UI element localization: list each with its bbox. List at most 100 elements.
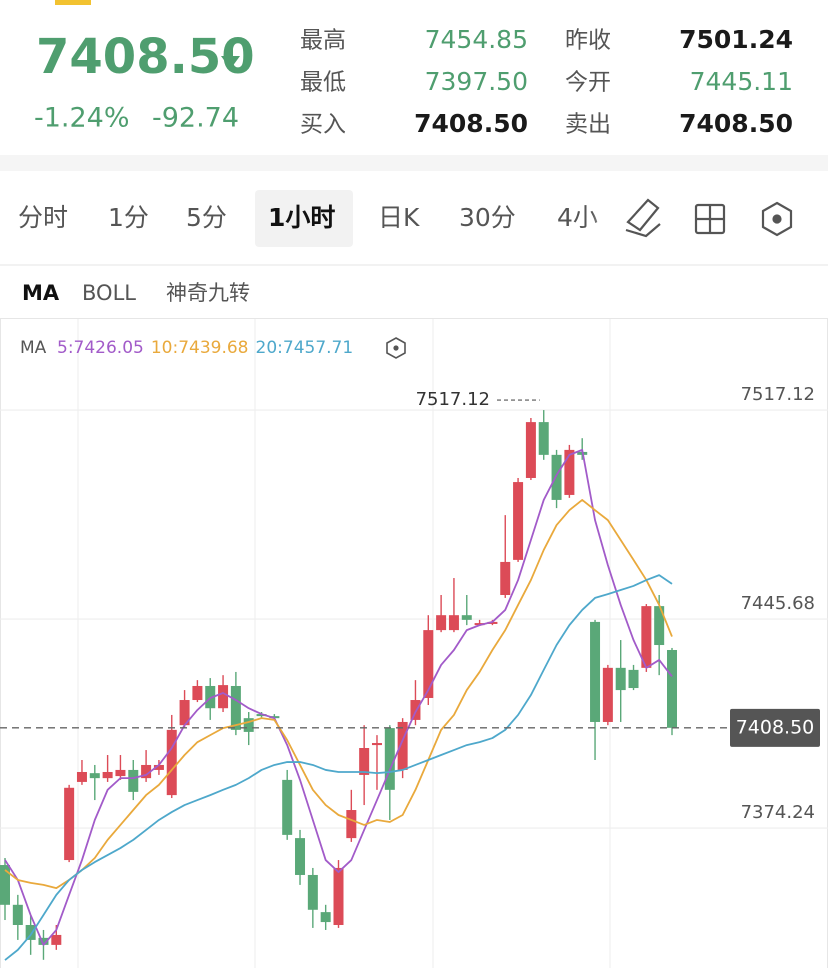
candle-body	[307, 874, 318, 910]
candle-body	[179, 700, 190, 726]
candle-body	[500, 561, 511, 595]
candle-body	[76, 771, 87, 782]
tab-fade	[592, 195, 614, 243]
candle-body	[0, 865, 10, 905]
candle-body	[487, 621, 498, 624]
legend-entry: 5:7426.05	[57, 338, 144, 358]
change-amount: -92.74	[152, 103, 239, 134]
top-marker	[55, 0, 91, 5]
candle-body	[282, 779, 293, 835]
period-tab-active[interactable]: 1小时	[268, 203, 335, 232]
candle-body	[115, 769, 126, 777]
legend-title: MA	[20, 338, 47, 358]
indicator-tab[interactable]: 神奇九转	[166, 281, 250, 305]
candle-body	[346, 810, 357, 839]
ma-line	[4, 448, 673, 946]
stat-value: 7445.11	[690, 67, 793, 96]
separator-band	[0, 155, 828, 171]
candle-body	[590, 621, 601, 722]
period-tab[interactable]: 分时	[18, 203, 68, 232]
period-tab[interactable]: 4小	[557, 203, 598, 232]
candle-body	[359, 748, 370, 775]
candle-body	[38, 937, 49, 945]
candle-body	[474, 623, 485, 626]
period-tab[interactable]: 1分	[108, 203, 149, 232]
legend-entry: 20:7457.71	[256, 338, 354, 358]
candle-body	[89, 773, 100, 779]
y-tick-label: 7445.68	[741, 593, 815, 614]
candle-body	[128, 769, 139, 792]
stat-value: 7408.50	[414, 109, 528, 138]
y-tick-label: 7517.12	[741, 384, 815, 405]
candle-body	[628, 669, 639, 689]
candle-body	[51, 934, 62, 945]
candle-body	[269, 716, 280, 719]
stat-label: 最高	[300, 28, 346, 54]
stat-value: 7397.50	[425, 67, 528, 96]
candle-body	[218, 685, 229, 709]
last-price-tag	[730, 708, 820, 747]
candle-body	[371, 743, 382, 746]
candle-body	[410, 700, 421, 720]
candle-body	[64, 787, 75, 861]
down-arrow-icon	[221, 46, 240, 69]
candle-body	[384, 728, 395, 790]
candle-body	[602, 667, 613, 722]
period-tab[interactable]: 5分	[186, 203, 227, 232]
candle-body	[12, 904, 23, 925]
stat-label: 买入	[300, 112, 346, 138]
draw-tool-icon[interactable]	[625, 198, 661, 238]
candle-body	[615, 667, 626, 691]
ma-settings-icon[interactable]	[386, 337, 406, 359]
candle-body	[641, 606, 652, 668]
candle-body	[436, 615, 447, 631]
y-tick-label: 7374.24	[741, 802, 815, 823]
max-price-label: 7517.12	[416, 389, 490, 410]
candle-body	[667, 649, 677, 728]
settings-icon[interactable]	[761, 201, 793, 237]
candle-body	[448, 615, 459, 631]
stat-label: 昨收	[565, 28, 611, 54]
candle-body	[397, 721, 408, 770]
stat-value: 7408.50	[679, 109, 793, 138]
indicator-tab[interactable]: BOLL	[82, 281, 136, 305]
period-tab[interactable]: 30分	[459, 203, 516, 232]
candle-body	[192, 685, 203, 701]
candle-body	[564, 449, 575, 495]
candle-body	[256, 714, 267, 717]
ma-line	[4, 499, 673, 890]
candle-body	[295, 838, 306, 875]
period-tab[interactable]: 日K	[378, 203, 420, 232]
candle-body	[141, 764, 152, 779]
candle-body	[654, 606, 665, 646]
dynamic-layer: 7408.50 -1.24% -92.74 最高 7454.85 昨收 7501.24 最低 7…	[0, 25, 828, 961]
indicator-tab[interactable]: MA	[22, 281, 60, 305]
last-price: 7408.50	[36, 29, 255, 85]
active-tab-bg	[255, 190, 353, 247]
last-price-tag-text: 7408.50	[736, 716, 815, 738]
candle-body	[230, 685, 241, 730]
candle-body	[525, 422, 536, 478]
candle-body	[423, 630, 434, 698]
stat-label: 最低	[300, 70, 346, 96]
layout-icon[interactable]	[694, 203, 726, 235]
stat-label: 今开	[565, 70, 611, 96]
stat-value: 7501.24	[679, 25, 793, 54]
change-percent: -1.24%	[34, 103, 130, 134]
candle-body	[166, 729, 177, 796]
stat-label: 卖出	[565, 112, 611, 138]
candle-body	[513, 482, 524, 560]
candle-body	[333, 867, 344, 925]
ma-line	[4, 574, 673, 961]
candle-body	[102, 771, 113, 779]
stat-value: 7454.85	[425, 25, 528, 54]
candle-body	[551, 454, 562, 500]
candle-body	[153, 764, 164, 770]
legend-entry: 10:7439.68	[151, 338, 249, 358]
candle-body	[25, 924, 36, 940]
candle-body	[538, 422, 549, 455]
candle-body	[320, 912, 331, 923]
candle-body	[461, 615, 472, 620]
